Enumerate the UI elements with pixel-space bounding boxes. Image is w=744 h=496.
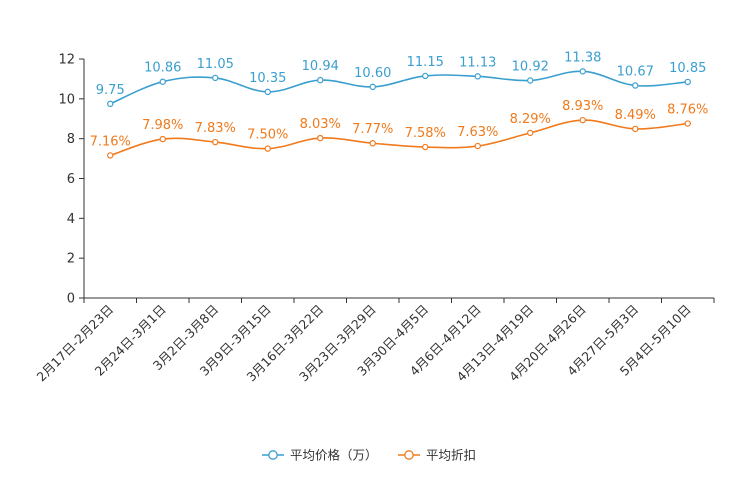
data-label: 7.63% [457, 125, 498, 140]
data-label: 11.05 [197, 57, 234, 72]
series-line [109, 70, 688, 105]
y-tick-label: 4 [67, 212, 75, 227]
data-point [684, 120, 691, 127]
data-point [422, 72, 429, 80]
legend-label: 平均价格（万） [290, 448, 378, 463]
data-point [369, 140, 376, 147]
legend-marker [404, 450, 414, 460]
data-point [159, 78, 166, 85]
data-label: 11.15 [407, 55, 444, 70]
data-label: 8.93% [562, 99, 603, 114]
data-label: 8.49% [615, 108, 656, 123]
data-label: 11.38 [564, 50, 601, 65]
data-label: 10.86 [144, 61, 181, 76]
data-point [579, 68, 586, 75]
data-point [107, 152, 114, 159]
data-point [317, 134, 324, 142]
data-label: 10.85 [669, 61, 706, 76]
y-tick-label: 2 [67, 252, 75, 267]
data-label: 10.35 [249, 71, 286, 86]
y-tick-label: 12 [58, 53, 75, 68]
y-tick-label: 8 [67, 132, 75, 147]
data-point [107, 100, 114, 108]
axes: 0246810122月17日-2月23日2月24日-3月1日3月2日-3月8日3… [33, 53, 715, 384]
legend-label: 平均折扣 [426, 448, 476, 463]
data-point [212, 138, 219, 146]
data-label: 10.94 [302, 59, 339, 74]
data-point [527, 129, 534, 137]
data-point [159, 135, 166, 143]
data-label: 7.98% [142, 118, 183, 133]
data-point [317, 76, 324, 84]
y-tick-label: 6 [67, 172, 75, 187]
series-1: 9.75 10.86 11.05 10.35 10.94 10.60 11.15 11.13 1… [96, 50, 706, 108]
data-point [632, 82, 639, 89]
data-point [579, 116, 586, 124]
data-label: 7.16% [90, 134, 131, 149]
data-label: 11.13 [459, 55, 496, 70]
data-point [264, 88, 271, 96]
data-point [422, 143, 429, 151]
data-label: 10.67 [617, 64, 654, 79]
data-label: 10.92 [512, 60, 549, 75]
data-label: 7.58% [405, 126, 446, 141]
data-label: 8.29% [510, 112, 551, 127]
data-point [474, 73, 481, 80]
y-tick-label: 0 [67, 292, 75, 307]
data-point [474, 142, 481, 150]
data-point [369, 83, 376, 91]
data-point [212, 74, 219, 82]
series-2: 7.16% 7.98% 7.83% 7.50% 8.03% 7.77% 7.58% 7.63%… [90, 99, 708, 159]
legend-item-2: 平均折扣 [398, 448, 476, 463]
data-point [684, 78, 691, 86]
legend: 平均价格（万） 平均折扣 [262, 448, 476, 463]
data-label: 9.75 [96, 83, 125, 98]
series-layer: 9.75 10.86 11.05 10.35 10.94 10.60 11.15 11.13 1… [90, 50, 708, 159]
data-label: 10.60 [354, 66, 391, 81]
y-tick-label: 10 [58, 92, 75, 107]
data-point [632, 125, 639, 133]
series-line [110, 119, 688, 157]
data-label: 8.03% [300, 117, 341, 132]
data-label: 7.50% [247, 128, 288, 143]
data-point [264, 145, 271, 152]
data-point [527, 77, 534, 84]
legend-marker [268, 450, 278, 460]
data-label: 7.83% [195, 121, 236, 136]
legend-item-1: 平均价格（万） [262, 448, 378, 463]
data-label: 7.77% [352, 122, 393, 137]
data-label: 8.76% [667, 103, 708, 118]
